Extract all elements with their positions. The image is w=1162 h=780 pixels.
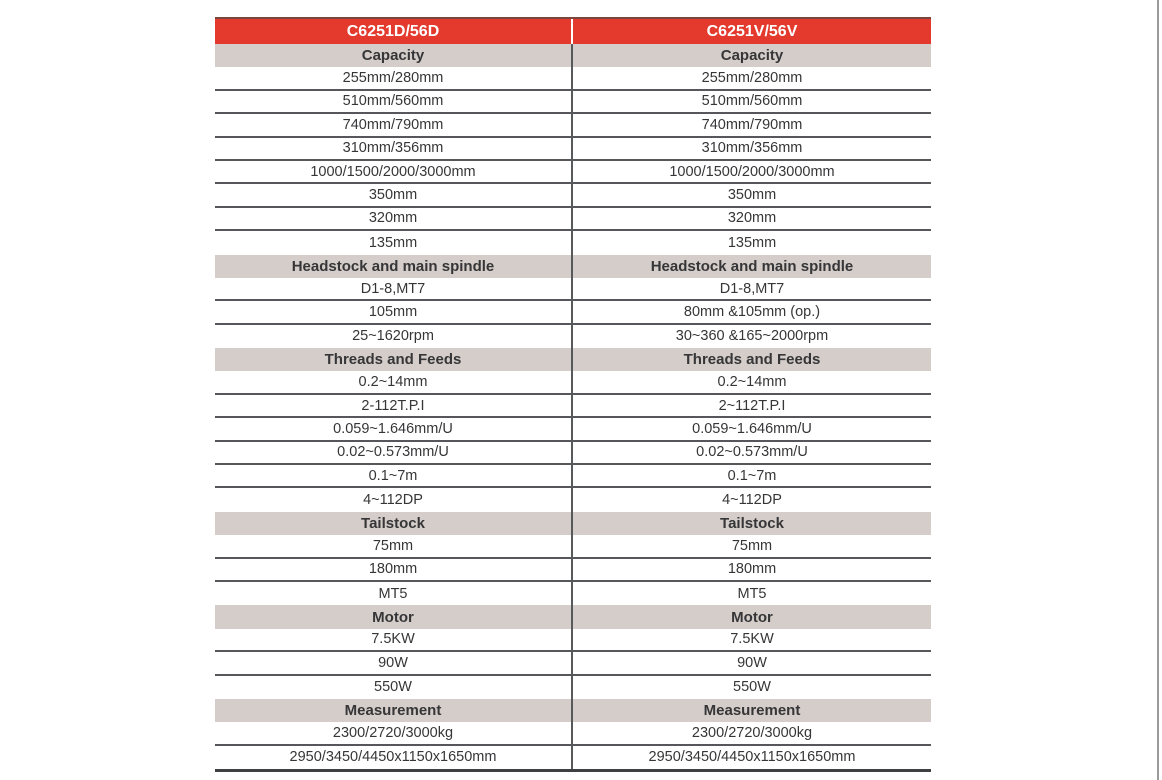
- spec-cell: 80mm &105mm (op.): [573, 301, 931, 325]
- spec-cell: 1000/1500/2000/3000mm: [215, 160, 573, 185]
- spec-cell: 135mm: [215, 231, 573, 255]
- table-row: 740mm/790mm 740mm/790mm: [215, 114, 931, 138]
- spec-cell: 180mm: [573, 559, 931, 582]
- column-header-left: C6251D/56D: [215, 19, 573, 44]
- spec-cell: 350mm: [573, 184, 931, 208]
- table-row: 105mm 80mm &105mm (op.): [215, 301, 931, 325]
- spec-cell: MT5: [215, 581, 573, 606]
- section-row: Motor Motor: [215, 605, 931, 629]
- table-row: 7.5KW 7.5KW: [215, 628, 931, 653]
- spec-cell: 75mm: [215, 535, 573, 559]
- table-header-row: C6251D/56D C6251V/56V: [215, 17, 931, 44]
- spec-cell: 550W: [215, 675, 573, 699]
- section-label: Tailstock: [215, 511, 573, 536]
- section-label: Motor: [215, 605, 573, 629]
- spec-cell: 255mm/280mm: [573, 67, 931, 91]
- section-label: Capacity: [720, 47, 784, 65]
- spec-cell: 0.2~14mm: [573, 371, 931, 395]
- section-row: Tailstock Tailstock: [215, 511, 931, 536]
- table-row: D1-8,MT7 D1-8,MT7: [215, 277, 931, 302]
- spec-cell: 25~1620rpm: [215, 324, 573, 349]
- spec-cell: 740mm/790mm: [573, 114, 931, 138]
- section-label: Capacity: [215, 44, 573, 68]
- spec-cell: 4~112DP: [722, 492, 782, 509]
- section-label: Threads and Feeds: [215, 348, 573, 372]
- table-row: 2950/3450/4450x1150x1650mm 2950/3450/4450…: [215, 745, 931, 770]
- table-row: 0.059~1.646mm/U 0.059~1.646mm/U: [215, 418, 931, 442]
- spec-cell: 0.059~1.646mm/U: [215, 418, 573, 442]
- table-body: Capacity Capacity 255mm/280mm 255mm/280mm 51…: [215, 44, 931, 770]
- spec-cell: D1-8,MT7: [573, 278, 931, 302]
- table-row: 0.02~0.573mm/U 0.02~0.573mm/U: [215, 441, 931, 466]
- table-row: 180mm 180mm: [215, 558, 931, 582]
- section-label: Headstock and main spindle: [215, 254, 573, 278]
- spec-cell: 350mm: [215, 184, 573, 208]
- spec-cell: 310mm/356mm: [215, 137, 573, 161]
- section-label: Measurement: [703, 702, 801, 720]
- spec-cell: 550W: [733, 679, 771, 696]
- spec-cell: 2300/2720/3000kg: [215, 722, 573, 746]
- spec-cell: 105mm: [215, 301, 573, 325]
- spec-cell: 1000/1500/2000/3000mm: [573, 161, 931, 185]
- table-row: 4~112DP 4~112DP: [215, 488, 931, 512]
- spec-cell: 7.5KW: [573, 629, 931, 653]
- table-row: 510mm/560mm 510mm/560mm: [215, 90, 931, 115]
- table-row: 0.1~7m 0.1~7m: [215, 465, 931, 489]
- spec-cell: 90W: [215, 652, 573, 676]
- table-row: 75mm 75mm: [215, 535, 931, 559]
- section-label: Tailstock: [720, 515, 784, 532]
- section-label: Threads and Feeds: [683, 351, 821, 369]
- spec-cell: 0.02~0.573mm/U: [573, 442, 931, 466]
- spec-cell: 310mm/356mm: [573, 138, 931, 161]
- spec-cell: 2950/3450/4450x1150x1650mm: [215, 745, 573, 770]
- spec-cell: 2950/3450/4450x1150x1650mm: [648, 749, 856, 766]
- section-row: Headstock and main spindle Headstock and …: [215, 254, 931, 278]
- page-edge-line: [1157, 0, 1159, 780]
- table-row: 255mm/280mm 255mm/280mm: [215, 67, 931, 91]
- spec-cell: 320mm: [573, 208, 931, 232]
- table-row: 1000/1500/2000/3000mm 1000/1500/2000/3000…: [215, 160, 931, 185]
- table-row: MT5 MT5: [215, 581, 931, 606]
- spec-cell: 510mm/560mm: [215, 90, 573, 115]
- spec-cell: 2300/2720/3000kg: [573, 722, 931, 746]
- section-row: Capacity Capacity: [215, 44, 931, 68]
- spec-cell: 180mm: [215, 558, 573, 582]
- spec-table: C6251D/56D C6251V/56V Capacity Capacity 25…: [215, 17, 931, 773]
- spec-cell: 75mm: [573, 535, 931, 559]
- spec-cell: 0.02~0.573mm/U: [215, 441, 573, 466]
- spec-cell: 255mm/280mm: [215, 67, 573, 91]
- table-row: 320mm 320mm: [215, 207, 931, 232]
- column-header-right: C6251V/56V: [706, 22, 798, 40]
- section-row: Measurement Measurement: [215, 698, 931, 723]
- spec-cell: 740mm/790mm: [215, 114, 573, 138]
- section-label: Motor: [731, 608, 773, 626]
- spec-cell: 90W: [573, 652, 931, 676]
- spec-cell: 320mm: [215, 207, 573, 232]
- spec-cell: 0.059~1.646mm/U: [573, 418, 931, 442]
- section-row: Threads and Feeds Threads and Feeds: [215, 348, 931, 372]
- spec-cell: 135mm: [727, 234, 777, 251]
- spec-cell: 0.2~14mm: [215, 371, 573, 395]
- spec-cell: 2~112T.P.I: [573, 395, 931, 419]
- table-row: 0.2~14mm 0.2~14mm: [215, 371, 931, 395]
- spec-cell: MT5: [737, 585, 767, 602]
- table-row: 2300/2720/3000kg 2300/2720/3000kg: [215, 722, 931, 746]
- spec-cell: 0.1~7m: [215, 465, 573, 489]
- spec-cell: D1-8,MT7: [215, 277, 573, 302]
- section-label: Measurement: [215, 698, 573, 723]
- table-row: 90W 90W: [215, 652, 931, 676]
- table-row: 135mm 135mm: [215, 231, 931, 255]
- spec-cell: 510mm/560mm: [573, 91, 931, 115]
- table-row: 2-112T.P.I 2~112T.P.I: [215, 394, 931, 419]
- table-row: 310mm/356mm 310mm/356mm: [215, 137, 931, 161]
- table-row: 350mm 350mm: [215, 184, 931, 208]
- spec-cell: 2-112T.P.I: [215, 394, 573, 419]
- spec-cell: 7.5KW: [215, 628, 573, 653]
- spec-cell: 0.1~7m: [573, 465, 931, 489]
- table-row: 25~1620rpm 30~360 &165~2000rpm: [215, 324, 931, 349]
- section-label: Headstock and main spindle: [650, 257, 854, 275]
- table-row: 550W 550W: [215, 675, 931, 699]
- spec-cell: 30~360 &165~2000rpm: [675, 328, 829, 345]
- spec-cell: 4~112DP: [215, 488, 573, 512]
